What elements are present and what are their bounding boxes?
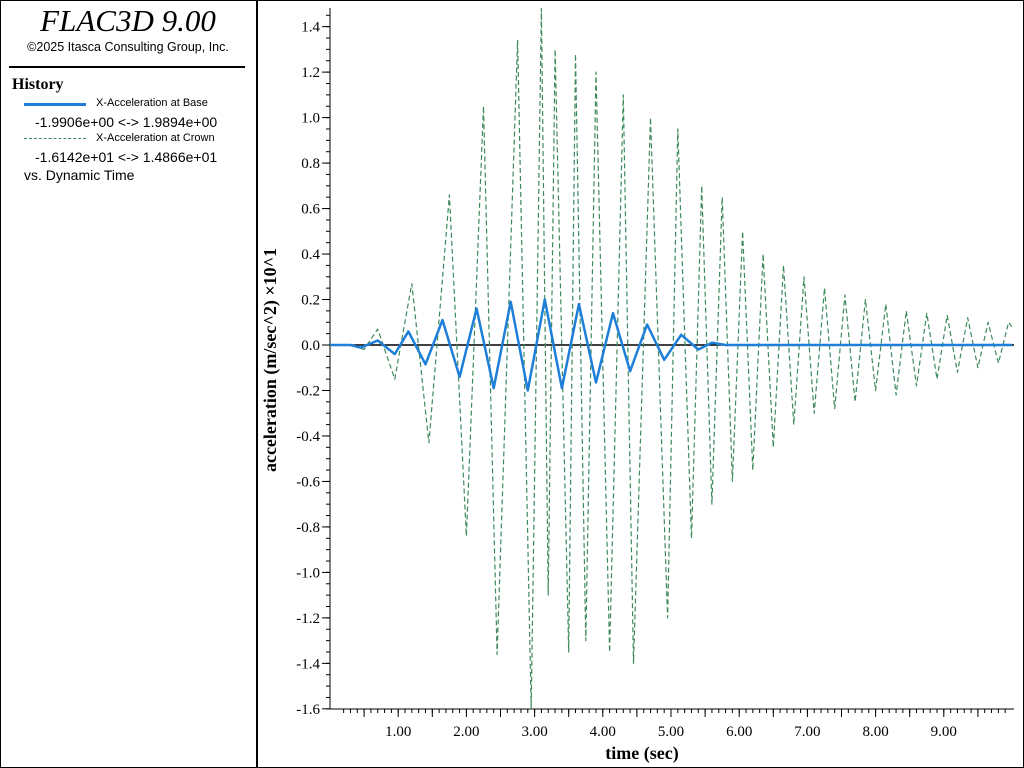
legend-name-base: X-Acceleration at Base: [96, 97, 208, 109]
y-axis-title: acceleration (m/sec^2) ×10^1: [260, 248, 281, 472]
legend-range-base: -1.9906e+00 <-> 1.9894e+00: [35, 114, 218, 130]
x-tick-label: 2.00: [453, 724, 479, 740]
x-tick-label: 8.00: [862, 724, 888, 740]
y-tick-label: 1.0: [301, 111, 320, 127]
y-tick-label: 0.4: [301, 247, 320, 263]
y-tick-label: -0.6: [296, 474, 320, 490]
y-tick-label: -1.6: [296, 702, 320, 718]
y-tick-label: 0.0: [301, 338, 320, 354]
history-heading: History: [12, 76, 64, 93]
y-tick-label: 1.4: [301, 20, 320, 36]
x-tick-label: 6.00: [726, 724, 752, 740]
copyright-text: ©2025 Itasca Consulting Group, Inc.: [27, 40, 229, 54]
legend-name-crown: X-Acceleration at Crown: [96, 132, 215, 144]
y-tick-label: 1.2: [301, 65, 320, 81]
x-tick-label: 5.00: [658, 724, 684, 740]
title-rule: [9, 66, 245, 68]
panel-divider: [256, 0, 258, 768]
y-tick-label: -1.0: [296, 565, 320, 581]
y-axis: 1.4 1.2 1.0 0.8 0.6 0.4 0.2 0.0 -0.2 -0.4 -0.6 -0.8…: [296, 8, 331, 718]
x-tick-label: 7.00: [794, 724, 820, 740]
y-tick-label: -0.4: [296, 429, 320, 445]
y-tick-label: 0.8: [301, 156, 320, 172]
x-tick-label: 4.00: [590, 724, 616, 740]
legend-swatch-base: [24, 103, 86, 106]
app-title: FLAC3D 9.00: [40, 3, 216, 38]
y-tick-label: -1.2: [296, 611, 320, 627]
series-line-crown: [330, 7, 1013, 710]
legend-range-crown: -1.6142e+01 <-> 1.4866e+01: [35, 149, 218, 165]
x-axis-title: time (sec): [605, 743, 678, 764]
y-tick-label: 0.6: [301, 202, 320, 218]
history-chart: 1.4 1.2 1.0 0.8 0.6 0.4 0.2 0.0 -0.2 -0.4 -0.6 -0.8…: [260, 7, 1014, 764]
y-tick-label: -0.8: [296, 520, 320, 536]
series-group: [330, 7, 1013, 710]
y-tick-label: 0.2: [301, 293, 320, 309]
y-tick-label: -0.2: [296, 383, 320, 399]
legend-vs-label: vs. Dynamic Time: [24, 167, 135, 183]
x-tick-label: 1.00: [385, 724, 411, 740]
x-tick-label: 9.00: [931, 724, 957, 740]
legend-swatch-crown: [24, 138, 86, 140]
x-tick-label: 3.00: [521, 724, 547, 740]
series-line-base: [330, 298, 1012, 392]
x-axis: 1.00 2.00 3.00 4.00 5.00 6.00 7.00 8.00 9.00: [330, 708, 1014, 740]
y-tick-label: -1.4: [296, 656, 320, 672]
